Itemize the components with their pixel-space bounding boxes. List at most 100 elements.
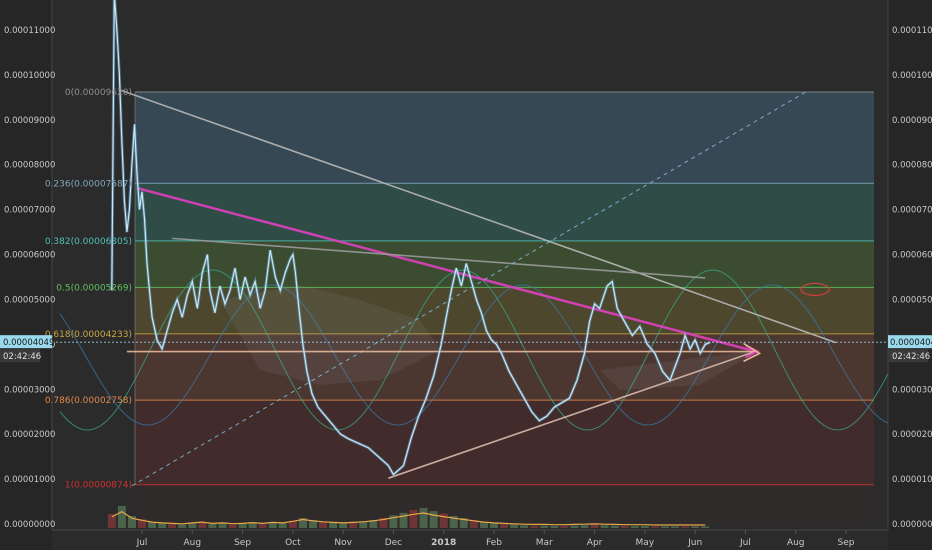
annotations bbox=[800, 282, 830, 296]
left-price-tag bbox=[0, 335, 52, 349]
trendline-mid-resistance[interactable] bbox=[172, 237, 706, 279]
left-gutter bbox=[0, 0, 52, 550]
volume-bar bbox=[439, 513, 448, 528]
volume-bar bbox=[640, 526, 649, 528]
volume-ma-line bbox=[111, 511, 706, 526]
trendlines[interactable] bbox=[121, 89, 837, 487]
volume-bar bbox=[308, 520, 317, 528]
date-tick-label: Jul bbox=[739, 538, 751, 548]
volume-bar bbox=[228, 524, 237, 528]
fib-zone-0.236 bbox=[135, 91, 874, 184]
trendline-diagonal-dashed[interactable] bbox=[131, 91, 807, 487]
left-tick-label: 0.00003000 bbox=[4, 385, 55, 395]
right-countdown-text: 02:42:46 bbox=[892, 352, 930, 362]
date-tick-label: Nov bbox=[334, 538, 352, 548]
date-tick-label: Jul bbox=[136, 538, 148, 548]
volume-bar bbox=[329, 522, 338, 528]
date-tick-label: 2018 bbox=[431, 538, 456, 548]
volume-bar bbox=[389, 515, 398, 528]
fib-label-0: 0(0.00009620) bbox=[65, 88, 132, 98]
left-price-tag-text: 0.00004049 bbox=[3, 338, 54, 348]
date-tick-label: Apr bbox=[587, 538, 603, 548]
right-tick-label: 0.00002000 bbox=[892, 430, 932, 440]
volume-bar bbox=[168, 524, 177, 528]
right-tick-label: 0.00006000 bbox=[892, 251, 932, 261]
volume-bar bbox=[359, 521, 368, 528]
trendline-descending-resistance[interactable] bbox=[136, 186, 756, 353]
volume-bar bbox=[379, 518, 388, 528]
date-tick-label: May bbox=[636, 538, 655, 548]
fib-label-0.382: 0.382(0.00006305) bbox=[45, 237, 132, 247]
arrow-head-peach bbox=[743, 342, 762, 363]
date-tick-label: Aug bbox=[183, 538, 201, 548]
fib-zone-0.786 bbox=[135, 333, 874, 401]
volume-bar bbox=[419, 508, 428, 528]
volume-bar bbox=[469, 520, 478, 528]
right-tick-label: 0.00000000 bbox=[892, 520, 932, 530]
price-tags: 0.00004049 02:42:46 0.00004049 02:42:46 bbox=[0, 335, 932, 363]
volume-bar bbox=[530, 525, 539, 528]
volume-bar bbox=[540, 525, 549, 528]
volume-bar bbox=[691, 526, 700, 528]
right-tick-label: 0.00010000 bbox=[892, 71, 932, 81]
right-tick-label: 0.00005000 bbox=[892, 295, 932, 305]
fib-label-0.236: 0.236(0.00007587) bbox=[45, 179, 132, 189]
volume-bar bbox=[339, 523, 348, 528]
volume-bar bbox=[490, 523, 498, 528]
left-tick-label: 0.00000000 bbox=[4, 520, 55, 530]
volume-bar bbox=[198, 522, 207, 528]
volume-bar bbox=[620, 526, 629, 528]
left-tick-label: 0.00002000 bbox=[4, 430, 55, 440]
cloud-shade bbox=[220, 285, 440, 385]
left-countdown-text: 02:42:46 bbox=[3, 352, 41, 362]
right-gutter bbox=[888, 0, 932, 550]
volume-bar bbox=[399, 512, 408, 528]
right-tick-label: 0.00011000 bbox=[892, 26, 932, 36]
volume-bar bbox=[107, 514, 116, 528]
date-tick-label: Sep bbox=[234, 538, 251, 548]
date-tick-label: Feb bbox=[486, 538, 502, 548]
volume-bar bbox=[600, 525, 609, 528]
right-price-tag bbox=[888, 335, 932, 349]
volume-bar bbox=[590, 524, 599, 528]
cloud-shade-2 bbox=[600, 350, 760, 390]
left-tick-label: 0.00007000 bbox=[4, 206, 55, 216]
left-tick-label: 0.00011000 bbox=[4, 26, 55, 36]
left-tick-label: 0.00006000 bbox=[4, 251, 55, 261]
trendline-ascending-support[interactable] bbox=[388, 350, 756, 479]
volume-bar bbox=[278, 523, 287, 528]
volume-bar bbox=[158, 523, 167, 528]
volume-histogram bbox=[107, 506, 710, 528]
left-tick-label: 0.00005000 bbox=[4, 295, 55, 305]
left-countdown-tag bbox=[0, 349, 40, 363]
volume-bar bbox=[610, 525, 619, 528]
volume-bar bbox=[510, 524, 519, 528]
date-tick-label: Oct bbox=[285, 538, 301, 548]
volume-bar bbox=[570, 525, 579, 528]
volume-bar bbox=[138, 519, 146, 528]
volume-bar bbox=[500, 524, 509, 528]
date-tick-label: Sep bbox=[838, 538, 855, 548]
volume-bar bbox=[479, 522, 488, 528]
volume-bar bbox=[208, 524, 217, 528]
volume-bar bbox=[681, 526, 690, 528]
date-tick-label: Aug bbox=[787, 538, 805, 548]
right-price-tag-text: 0.00004049 bbox=[890, 338, 932, 348]
volume-bar bbox=[148, 522, 157, 528]
volume-bar bbox=[650, 526, 659, 528]
right-tick-label: 0.00009000 bbox=[892, 116, 932, 126]
volume-bar bbox=[127, 516, 136, 528]
fib-label-1: 1(0.00000874) bbox=[65, 481, 132, 491]
right-tick-label: 0.00001000 bbox=[892, 475, 932, 485]
left-tick-label: 0.00010000 bbox=[4, 71, 55, 81]
volume-bar bbox=[288, 520, 297, 528]
volume-bar bbox=[218, 523, 227, 528]
fib-zone-0.382 bbox=[135, 183, 874, 241]
fib-level-lines bbox=[134, 91, 874, 486]
trendline-long-resistance[interactable] bbox=[121, 89, 837, 344]
volume-bar bbox=[580, 525, 589, 528]
volume-bar bbox=[409, 510, 418, 528]
right-price-axis: 0.00000000 0.00001000 0.00002000 0.00003000… bbox=[892, 26, 932, 530]
wave-green bbox=[59, 269, 889, 431]
